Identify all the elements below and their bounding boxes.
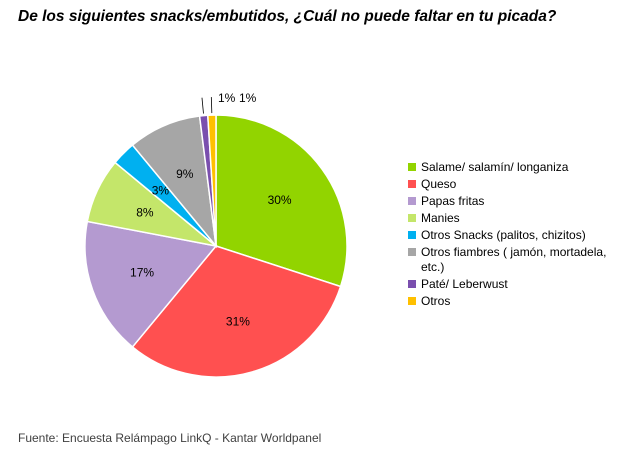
leader-line-pate-leberwust [201, 97, 204, 114]
slice-label-salame-salamin-longaniza: 30% [268, 193, 292, 207]
legend-swatch [408, 297, 416, 305]
legend-swatch [408, 214, 416, 222]
slice-label-otros-fiambres-jamon-mortadela-etc: 9% [176, 167, 194, 181]
legend-label: Salame/ salamín/ longaniza [421, 160, 569, 174]
slice-label-otros-snacks-palitos-chizitos: 3% [152, 183, 170, 197]
legend-swatch [408, 248, 416, 256]
pie-slice-salame-salamin-longaniza [215, 114, 348, 288]
source-note: Fuente: Encuesta Relámpago LinkQ - Kanta… [18, 431, 322, 445]
legend-label: Otros Snacks (palitos, chizitos) [421, 228, 586, 242]
slice-label-papas-fritas: 17% [130, 266, 154, 280]
legend-swatch [408, 180, 416, 188]
legend-label: Paté/ Leberwust [421, 277, 508, 291]
legend-item-otros-snacks-palitos-chizitos: Otros Snacks (palitos, chizitos) [408, 228, 623, 243]
legend-item-otros: Otros [408, 294, 623, 309]
legend-label: Otros fiambres ( jamón, mortadela, etc.) [421, 245, 607, 274]
pie-slice-papas-fritas [84, 220, 218, 348]
chart-legend: Salame/ salamín/ longaniza Queso Papas fri… [408, 160, 623, 311]
chart-title: De los siguientes snacks/embutidos, ¿Cuá… [18, 8, 557, 25]
legend-item-pate-leberwust: Paté/ Leberwust [408, 277, 623, 292]
legend-item-papas-fritas: Papas fritas [408, 194, 623, 209]
legend-swatch [408, 163, 416, 171]
pie-slice-queso [131, 245, 342, 378]
leader-line-otros [210, 97, 213, 114]
pie-slice-otros [206, 114, 217, 247]
slice-label-pate-leberwust: 1% [218, 91, 236, 105]
legend-label: Papas fritas [421, 194, 485, 208]
legend-item-manies: Manies [408, 211, 623, 226]
slice-label-manies: 8% [136, 206, 154, 220]
legend-item-salame-salamin-longaniza: Salame/ salamín/ longaniza [408, 160, 623, 175]
slice-label-otros: 1% [239, 91, 257, 105]
legend-swatch [408, 280, 416, 288]
legend-item-otros-fiambres-jamon-mortadela-etc: Otros fiambres ( jamón, mortadela, etc.) [408, 245, 623, 275]
legend-item-queso: Queso [408, 177, 623, 192]
legend-label: Queso [421, 177, 457, 191]
legend-label: Otros [421, 294, 451, 308]
legend-swatch [408, 197, 416, 205]
slice-label-queso: 31% [226, 314, 250, 328]
legend-label: Manies [421, 211, 460, 225]
legend-swatch [408, 231, 416, 239]
